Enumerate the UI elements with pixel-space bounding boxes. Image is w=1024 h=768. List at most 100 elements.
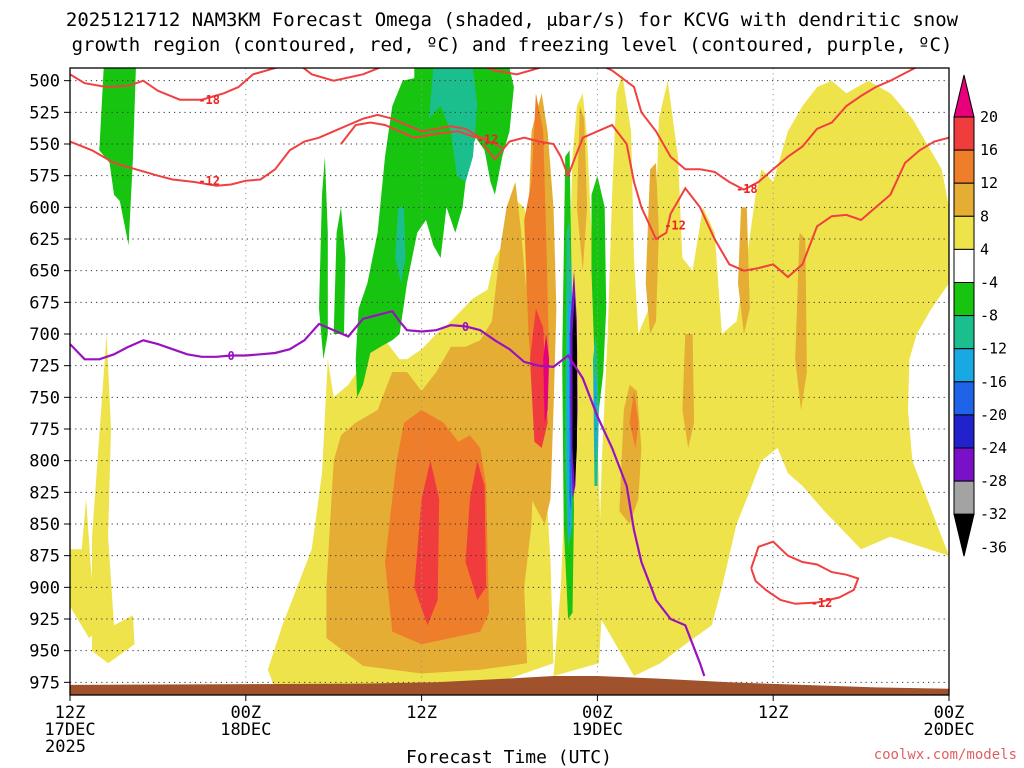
dgz-contour-label-5: -12 (811, 596, 833, 610)
y-axis-ticks: 500 525 550 575 600 625 650 675 700 725 750 775 800 8… (29, 72, 70, 693)
omega-region-t12-26 (395, 207, 406, 284)
freezing-level-label-0: 0 (228, 349, 235, 363)
x-tick-label-60-1: 20DEC (923, 720, 974, 740)
omega-region-r16-9 (530, 308, 548, 448)
colorbar-swatch-5 (953, 248, 975, 283)
colorbar-label-12: -32 (980, 505, 1007, 523)
grid-lines (70, 68, 949, 695)
colorbar-swatch-0 (953, 74, 975, 118)
ground-layer (70, 676, 949, 695)
colorbar-swatch-4 (953, 215, 975, 250)
colorbar-label-4: 4 (980, 240, 989, 258)
omega-region-t12-25 (428, 68, 478, 182)
terrain-ground (70, 676, 949, 695)
x-tick-label-60-0: 00Z (934, 703, 965, 723)
y-tick-label-675: 675 (29, 293, 60, 313)
colorbar-swatch-2 (953, 149, 975, 184)
dgz-contour-2 (482, 123, 949, 279)
colorbar-label-3: 8 (980, 207, 989, 225)
colorbar: 20 16 12 8 4 -4 -8 -12 -16 -20 -24 -28 -32 -36 (953, 74, 1007, 557)
y-tick-label-825: 825 (29, 483, 60, 503)
y-tick-label-575: 575 (29, 167, 60, 187)
colorbar-swatch-13 (953, 513, 975, 557)
y-tick-label-700: 700 (29, 325, 60, 345)
freezing-level-label-1: 0 (462, 320, 469, 334)
credit-text: coolwx.com/models (874, 747, 1017, 763)
omega-region-o12-15 (629, 391, 639, 448)
colorbar-swatch-7 (953, 315, 975, 350)
colorbar-swatch-8 (953, 348, 975, 383)
colorbar-swatch-1 (953, 116, 975, 151)
colorbar-label-9: -20 (980, 406, 1007, 424)
x-tick-label-48-0: 12Z (758, 703, 789, 723)
colorbar-label-0: 20 (980, 108, 998, 126)
y-tick-label-650: 650 (29, 262, 60, 282)
omega-region-m20-10 (543, 334, 550, 423)
x-tick-label-0-1: 17DEC (44, 720, 95, 740)
y-tick-label-750: 750 (29, 388, 60, 408)
colorbar-label-11: -28 (980, 472, 1007, 490)
x-axis-label: Forecast Time (UTC) (406, 747, 612, 768)
y-tick-label-925: 925 (29, 610, 60, 630)
omega-region-y4-0 (70, 498, 97, 638)
omega-region-g8-23 (333, 207, 346, 334)
colorbar-swatch-3 (953, 182, 975, 217)
y-tick-label-900: 900 (29, 578, 60, 598)
colorbar-label-8: -16 (980, 373, 1007, 391)
colorbar-swatch-12 (953, 480, 975, 515)
y-tick-label-525: 525 (29, 103, 60, 123)
omega-region-y8-16 (645, 163, 659, 334)
colorbar-swatch-11 (953, 447, 975, 482)
freezing-level-contour (70, 309, 706, 677)
y-tick-label-850: 850 (29, 515, 60, 535)
x-tick-label-24-0: 12Z (406, 703, 437, 723)
omega-region-y8-17 (682, 334, 695, 448)
dgz-contour-label-1: -12 (198, 174, 220, 188)
dgz-contour-label-0: -18 (198, 93, 220, 107)
colorbar-label-7: -12 (980, 340, 1007, 358)
y-tick-label-775: 775 (29, 420, 60, 440)
y-tick-label-550: 550 (29, 135, 60, 155)
x-tick-label-36-0: 00Z (582, 703, 613, 723)
colorbar-label-2: 12 (980, 174, 998, 192)
omega-region-g8-22 (319, 156, 328, 360)
dgz-contour-label-2: -12 (664, 219, 686, 233)
colorbar-label-10: -24 (980, 439, 1007, 457)
dgz-contour-label-extra: -18 (554, 58, 576, 72)
omega-region-r16-6 (465, 460, 487, 600)
omega-region-k36-35 (572, 296, 577, 486)
dgz-contour-5 (750, 540, 860, 605)
y-tick-label-975: 975 (29, 673, 60, 693)
x-tick-label-12-1: 18DEC (220, 720, 271, 740)
dgz-contour-0 (70, 68, 382, 101)
dgz-contour-3 (484, 68, 918, 191)
chart-title-line-2: growth region (contoured, red, ºC) and f… (72, 34, 953, 56)
colorbar-swatch-10 (953, 414, 975, 449)
omega-region-y4-1 (92, 334, 135, 664)
y-tick-label-875: 875 (29, 547, 60, 567)
dgz-contour-label-3: -18 (736, 182, 758, 196)
y-tick-label-950: 950 (29, 642, 60, 662)
contours: -18 -12 -12 -18 -12 -12 -18 0 0 (70, 58, 949, 677)
x-tick-label-0-2: 2025 (45, 737, 86, 757)
y-tick-label-625: 625 (29, 230, 60, 250)
x-tick-label-0-0: 12Z (55, 703, 86, 723)
colorbar-label-6: -8 (980, 307, 998, 325)
x-tick-label-36-1: 19DEC (572, 720, 623, 740)
plot-frame (69, 67, 950, 696)
colorbar-label-1: 16 (980, 141, 998, 159)
dgz-contour-label-4: -12 (477, 132, 499, 146)
omega-region-g8-21 (99, 68, 136, 246)
plot-area: -18 -12 -12 -18 -12 -12 -18 0 0 (70, 58, 949, 695)
colorbar-label-13: -36 (980, 538, 1007, 556)
colorbar-swatch-6 (953, 282, 975, 317)
dgz-contour-4 (340, 121, 488, 145)
dgz-contour-1 (70, 113, 503, 187)
x-tick-label-12-0: 00Z (230, 703, 261, 723)
y-tick-label-500: 500 (29, 72, 60, 92)
omega-region-r16-5 (414, 460, 440, 626)
y-tick-label-800: 800 (29, 452, 60, 472)
y-tick-label-600: 600 (29, 198, 60, 218)
